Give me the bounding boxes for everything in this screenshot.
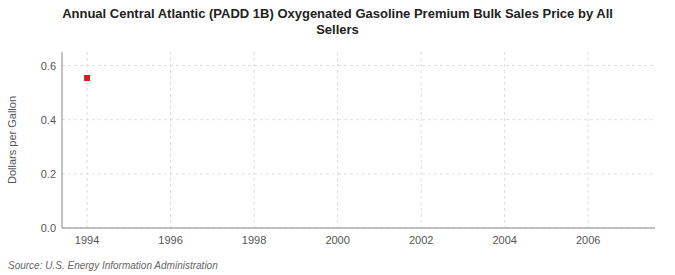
data-points — [84, 75, 90, 81]
grid-line-x — [337, 52, 338, 228]
grid-line-x — [254, 52, 255, 228]
ticks: 0.0 0.2 0.4 0.6 1994 1996 1998 2000 2002 2004 2006 — [41, 60, 601, 246]
x-tick-label: 1996 — [158, 234, 182, 246]
x-tick-label: 1994 — [75, 234, 99, 246]
x-tick-label: 2006 — [576, 234, 600, 246]
y-tick-label: 0.4 — [41, 114, 56, 126]
grid-line-x — [421, 52, 422, 228]
y-axis-label: Dollars per Gallon — [6, 96, 18, 184]
grid — [62, 52, 655, 228]
grid-line-x — [170, 52, 171, 228]
grid-line-y — [62, 228, 655, 229]
y-tick-label: 0.0 — [41, 222, 56, 234]
y-tick-label: 0.6 — [41, 60, 56, 72]
grid-line-y — [62, 65, 655, 66]
title-line: Annual Central Atlantic (PADD 1B) Oxygen… — [62, 6, 613, 21]
y-tick-label: 0.2 — [41, 168, 56, 180]
title-line: Sellers — [316, 22, 359, 37]
grid-line-x — [588, 52, 589, 228]
grid-line-x — [504, 52, 505, 228]
y-axis-line — [62, 52, 63, 228]
grid-line-y — [62, 119, 655, 120]
title: Annual Central Atlantic (PADD 1B) Oxygen… — [62, 6, 613, 37]
x-tick-label: 2002 — [409, 234, 433, 246]
chart: Annual Central Atlantic (PADD 1B) Oxygen… — [0, 0, 675, 275]
x-tick-label: 2004 — [492, 234, 516, 246]
grid-line-y — [62, 173, 655, 174]
x-tick-label: 2000 — [325, 234, 349, 246]
x-axis-line — [62, 228, 655, 229]
data-point — [84, 75, 90, 81]
x-tick-label: 1998 — [242, 234, 266, 246]
source-note: Source: U.S. Energy Information Administ… — [8, 260, 218, 271]
